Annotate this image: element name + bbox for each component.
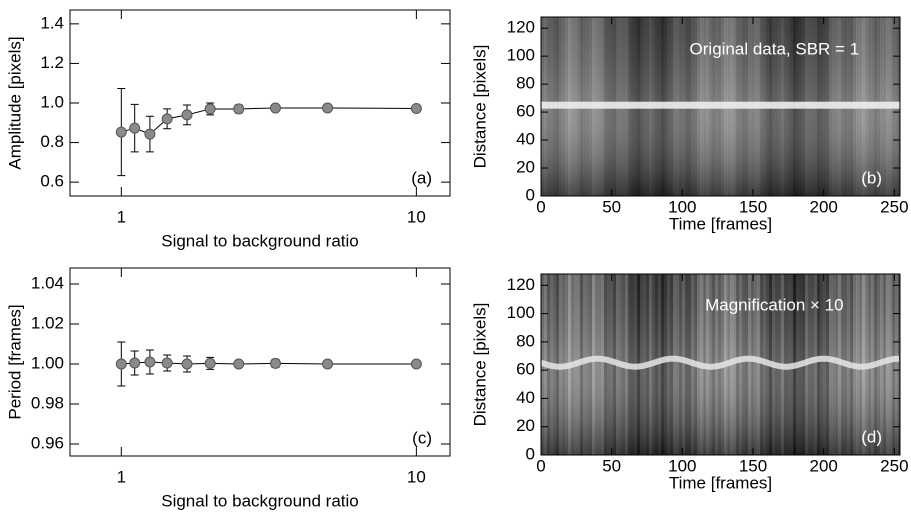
y-tick-label: 40 bbox=[516, 130, 535, 149]
data-point bbox=[233, 103, 245, 115]
y-tick-label: 1.02 bbox=[31, 313, 64, 332]
panel: 1 10 0.96 0.98 1.00 1.02 1.04 Signal to backgro… bbox=[5, 267, 451, 510]
y-tick-label: 20 bbox=[516, 416, 535, 435]
panel-label: (d) bbox=[861, 427, 882, 446]
plot-frame bbox=[69, 267, 451, 457]
annotation: Magnification × 10 bbox=[705, 295, 843, 314]
panel: Original data, SBR = 1 0 50 100 150 200 250 0 20… bbox=[470, 16, 909, 233]
y-tick-label: 20 bbox=[516, 158, 535, 177]
x-tick-label: 10 bbox=[407, 207, 426, 226]
x-tick-label: 0 bbox=[536, 197, 545, 216]
panel: 1 10 0.6 0.8 1.0 1.2 1.4 Signal to background r… bbox=[5, 9, 451, 250]
data-point bbox=[233, 358, 245, 370]
y-axis-label: Period [frames] bbox=[5, 304, 24, 419]
x-tick-label: 200 bbox=[809, 197, 837, 216]
x-tick-label: 0 bbox=[536, 456, 545, 475]
data-point bbox=[410, 358, 422, 370]
x-axis-label: Time [frames] bbox=[669, 214, 772, 233]
data-point bbox=[322, 358, 334, 370]
data-point bbox=[129, 357, 141, 369]
image bbox=[541, 17, 900, 196]
y-tick-label: 0 bbox=[526, 185, 535, 204]
data-line bbox=[121, 107, 417, 135]
x-tick-label: 50 bbox=[602, 456, 621, 475]
y-tick-label: 120 bbox=[507, 18, 535, 37]
panel: Magnification × 10 0 50 100 150 200 250 0 20 40 60… bbox=[470, 273, 909, 492]
data-point bbox=[161, 357, 173, 369]
data-point bbox=[181, 109, 193, 121]
y-tick-label: 0.6 bbox=[40, 172, 64, 191]
data-point bbox=[144, 128, 156, 140]
y-tick-label: 60 bbox=[516, 360, 535, 379]
y-tick-label: 0.96 bbox=[31, 433, 64, 452]
x-tick-label: 1 bbox=[117, 207, 126, 226]
x-tick-label: 50 bbox=[602, 197, 621, 216]
y-tick-label: 1.00 bbox=[31, 353, 64, 372]
image bbox=[541, 274, 900, 455]
x-tick-label: 250 bbox=[880, 456, 908, 475]
y-tick-label: 1.4 bbox=[40, 13, 64, 32]
y-tick-label: 120 bbox=[507, 275, 535, 294]
image-band bbox=[541, 101, 900, 109]
y-tick-label: 0.98 bbox=[31, 393, 64, 412]
plot-frame bbox=[69, 9, 451, 197]
x-tick-label: 10 bbox=[407, 467, 426, 486]
data-point bbox=[161, 113, 173, 125]
data-point bbox=[181, 358, 193, 370]
panel-label: (a) bbox=[411, 168, 432, 187]
x-axis-label: Time [frames] bbox=[669, 473, 772, 492]
y-tick-label: 1.0 bbox=[40, 92, 64, 111]
data-point bbox=[410, 103, 422, 115]
y-tick-label: 1.2 bbox=[40, 53, 64, 72]
x-tick-label: 250 bbox=[880, 197, 908, 216]
data-point bbox=[269, 357, 281, 369]
image-band bbox=[541, 355, 900, 370]
data-point bbox=[129, 122, 141, 134]
y-tick-label: 100 bbox=[507, 303, 535, 322]
data-line bbox=[121, 361, 417, 365]
y-axis-label: Amplitude [pixels] bbox=[5, 36, 24, 169]
data-point bbox=[204, 357, 216, 369]
x-tick-label: 150 bbox=[739, 197, 767, 216]
panel-label: (c) bbox=[412, 428, 432, 447]
y-tick-label: 1.04 bbox=[31, 273, 64, 292]
data-point bbox=[204, 103, 216, 115]
y-axis-label: Distance [pixels] bbox=[470, 303, 489, 427]
x-tick-label: 1 bbox=[117, 467, 126, 486]
x-tick-label: 100 bbox=[668, 456, 696, 475]
y-tick-label: 0.8 bbox=[40, 132, 64, 151]
x-tick-label: 200 bbox=[809, 456, 837, 475]
data-point bbox=[144, 356, 156, 368]
data-point bbox=[322, 102, 334, 114]
y-tick-label: 100 bbox=[507, 46, 535, 65]
plot-frame bbox=[540, 273, 901, 456]
plot-frame bbox=[540, 16, 901, 197]
panel-label: (b) bbox=[861, 168, 882, 187]
data-point bbox=[269, 102, 281, 114]
annotation: Original data, SBR = 1 bbox=[690, 39, 860, 58]
x-axis-label: Signal to background ratio bbox=[161, 231, 359, 250]
x-axis-label: Signal to background ratio bbox=[161, 491, 359, 510]
y-axis-label: Distance [pixels] bbox=[470, 45, 489, 169]
x-tick-label: 100 bbox=[668, 197, 696, 216]
y-tick-label: 80 bbox=[516, 74, 535, 93]
data-point bbox=[115, 358, 127, 370]
data-point bbox=[115, 126, 127, 138]
y-tick-label: 60 bbox=[516, 102, 535, 121]
y-tick-label: 0 bbox=[526, 444, 535, 463]
y-tick-label: 40 bbox=[516, 388, 535, 407]
y-tick-label: 80 bbox=[516, 331, 535, 350]
x-tick-label: 150 bbox=[739, 456, 767, 475]
